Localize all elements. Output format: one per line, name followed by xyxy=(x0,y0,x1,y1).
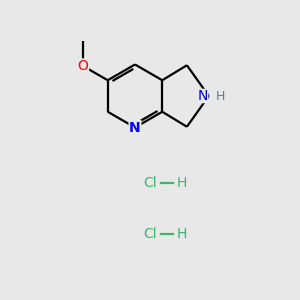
Text: H: H xyxy=(215,89,225,103)
Text: N: N xyxy=(198,89,208,103)
Text: H: H xyxy=(176,176,187,190)
Text: N: N xyxy=(129,121,141,134)
Text: O: O xyxy=(78,59,88,73)
Text: Cl: Cl xyxy=(143,176,157,190)
Text: Cl: Cl xyxy=(143,227,157,241)
Text: H: H xyxy=(176,227,187,241)
